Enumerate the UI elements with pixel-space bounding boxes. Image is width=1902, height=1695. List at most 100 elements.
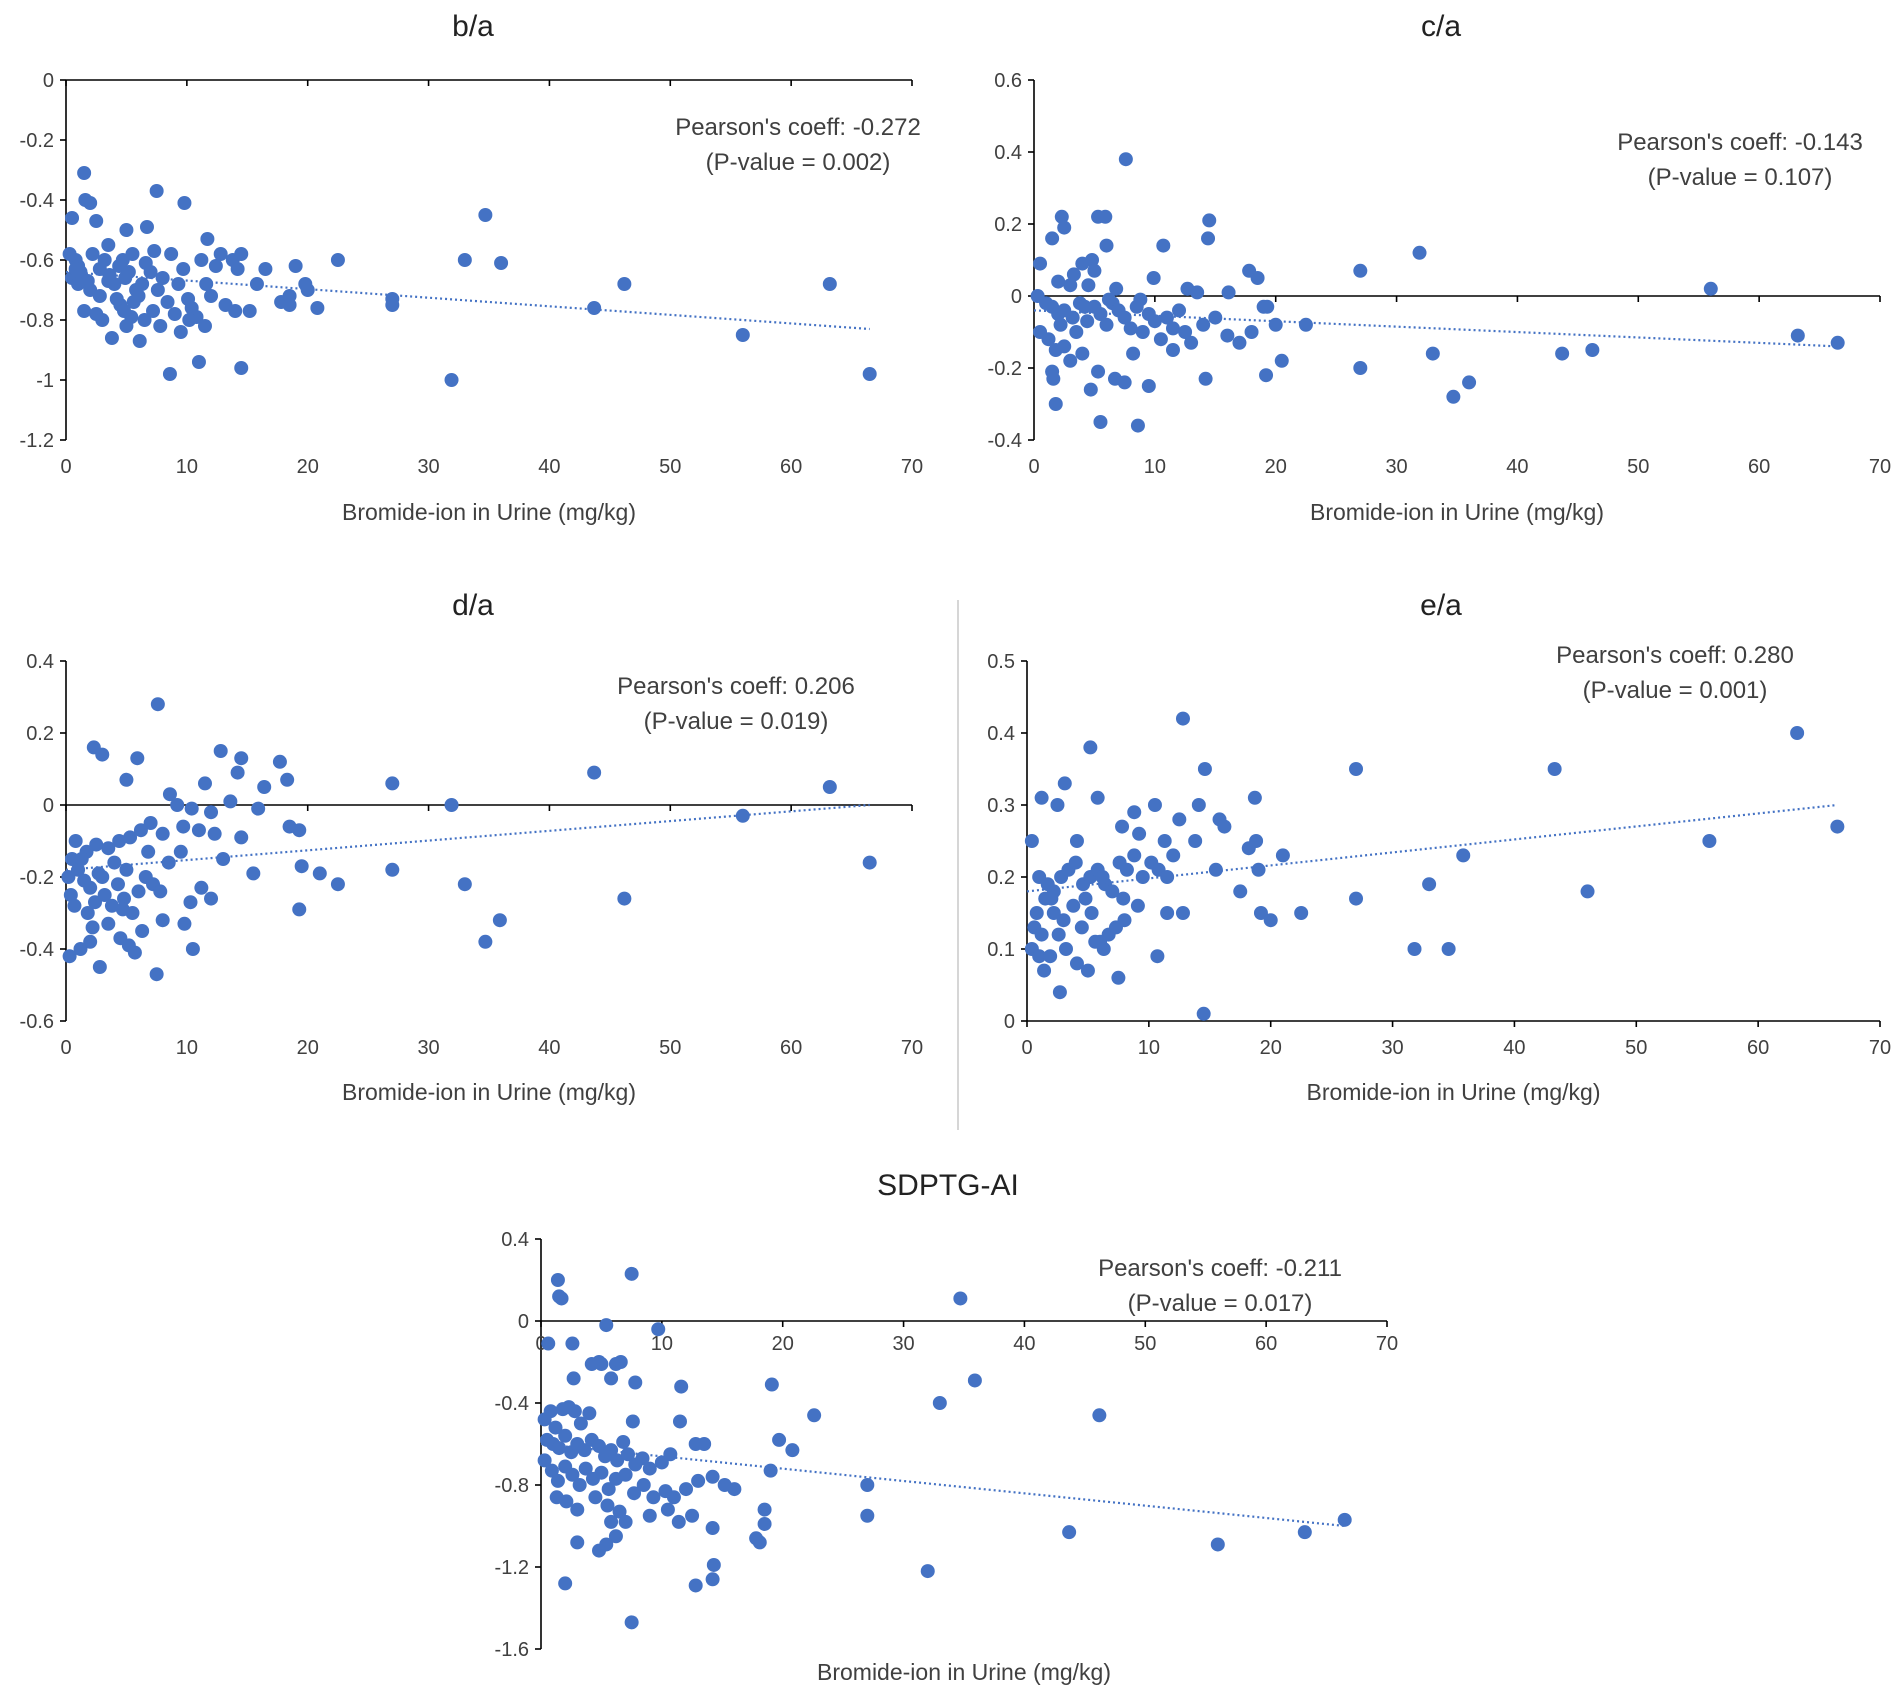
- data-point: [104, 898, 119, 913]
- data-point: [1268, 317, 1283, 332]
- data-point: [1068, 855, 1083, 870]
- x-tick-label: 40: [1506, 456, 1528, 478]
- data-point: [807, 1408, 822, 1423]
- data-point: [1166, 848, 1181, 863]
- data-point: [149, 184, 164, 198]
- data-point: [141, 844, 156, 859]
- data-point: [1217, 819, 1232, 834]
- data-point: [1274, 353, 1289, 368]
- x-tick-label: 10: [176, 456, 198, 478]
- chart-ca: c/a 0.6 0.4 0.2 0 -0.2 -0.4 0 10 20 30 40 50 60 70 Brom…: [988, 10, 1892, 525]
- data-point: [71, 277, 86, 291]
- data-point: [62, 949, 77, 964]
- y-tick-label: 0: [43, 795, 54, 817]
- data-point: [1425, 346, 1440, 361]
- data-point: [1024, 834, 1039, 848]
- data-point: [1087, 263, 1102, 278]
- p-value: (P-value = 0.017): [1128, 1290, 1313, 1317]
- data-point: [636, 1478, 651, 1492]
- x-tick-label: 0: [1028, 456, 1039, 478]
- data-point: [92, 960, 107, 974]
- data-point: [1175, 906, 1190, 920]
- data-point: [97, 253, 112, 267]
- trend-line: [1033, 309, 1838, 348]
- data-point: [194, 880, 209, 895]
- data-point: [109, 292, 124, 306]
- data-point: [137, 313, 152, 327]
- x-tick-label: 60: [1747, 1037, 1769, 1059]
- data-point: [618, 1467, 633, 1482]
- data-point: [624, 1266, 639, 1281]
- data-point: [772, 1432, 787, 1447]
- data-point: [101, 238, 116, 252]
- data-point: [1037, 963, 1052, 978]
- data-point: [107, 855, 122, 870]
- data-point: [1407, 942, 1422, 956]
- data-point: [216, 852, 231, 866]
- data-point: [705, 1572, 720, 1587]
- data-point: [173, 325, 188, 339]
- data-point: [612, 1504, 627, 1519]
- data-point: [1041, 332, 1056, 347]
- data-point: [71, 862, 86, 877]
- data-point: [735, 328, 750, 342]
- data-point: [117, 891, 132, 906]
- data-point: [1159, 310, 1174, 325]
- data-point: [1210, 1537, 1225, 1552]
- data-point: [559, 1494, 574, 1509]
- data-point: [123, 830, 138, 845]
- data-point: [61, 870, 76, 884]
- x-tick-label: 20: [1265, 456, 1287, 478]
- data-point: [1146, 271, 1161, 285]
- data-point: [1034, 790, 1049, 805]
- data-point: [1085, 253, 1100, 267]
- data-point: [1056, 913, 1071, 928]
- data-point: [149, 967, 164, 982]
- x-tick-label: 10: [1138, 1037, 1160, 1059]
- data-point: [246, 866, 261, 881]
- data-point: [1054, 209, 1069, 224]
- data-point: [1232, 335, 1247, 350]
- data-point: [312, 866, 327, 881]
- data-point: [601, 1482, 616, 1497]
- y-tick-label: -0.4: [20, 939, 54, 961]
- data-point: [554, 1291, 569, 1306]
- data-point: [594, 1465, 609, 1480]
- data-point: [258, 262, 273, 276]
- data-point: [213, 744, 228, 758]
- data-point: [552, 1441, 567, 1456]
- data-point: [727, 1482, 742, 1497]
- data-point: [95, 747, 110, 762]
- y-tick-label: -0.6: [20, 1011, 54, 1033]
- x-tick-label: 70: [901, 456, 923, 478]
- x-tick-label: 40: [538, 456, 560, 478]
- data-point: [176, 819, 191, 834]
- data-point: [550, 1473, 565, 1488]
- y-tick-label: 0.5: [987, 651, 1015, 673]
- data-point: [162, 367, 177, 381]
- data-point: [183, 895, 198, 910]
- data-point: [1190, 285, 1205, 300]
- y-tick-label: -0.2: [988, 358, 1022, 380]
- data-point: [1101, 292, 1116, 307]
- x-tick-label: 50: [659, 456, 681, 478]
- data-point: [860, 1508, 875, 1523]
- data-point: [1081, 278, 1096, 293]
- data-point: [139, 220, 154, 234]
- pearson-coeff: Pearson's coeff: 0.206: [617, 673, 855, 700]
- data-point: [1130, 418, 1145, 433]
- x-axis-label: Bromide-ion in Urine (mg/kg): [1310, 499, 1604, 525]
- data-point: [1032, 949, 1047, 964]
- data-point: [310, 301, 325, 315]
- data-point: [1126, 346, 1141, 361]
- data-point: [1117, 913, 1132, 928]
- data-point: [1165, 343, 1180, 357]
- data-point: [625, 1414, 640, 1429]
- chart-title: c/a: [1421, 10, 1461, 43]
- data-point: [674, 1379, 689, 1394]
- data-point: [68, 834, 83, 848]
- data-point: [599, 1318, 614, 1333]
- data-point: [572, 1478, 587, 1492]
- data-point: [587, 301, 602, 315]
- data-point: [68, 262, 83, 276]
